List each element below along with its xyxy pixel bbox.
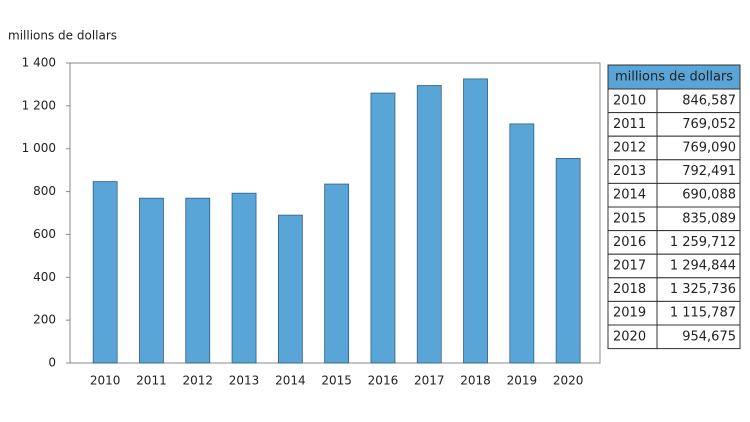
x-tick-label: 2016 <box>368 374 399 388</box>
table-year: 2017 <box>613 259 646 274</box>
x-tick-label: 2014 <box>275 374 306 388</box>
x-tick-label: 2015 <box>321 374 352 388</box>
table-year: 2020 <box>613 329 646 344</box>
bar <box>139 197 164 364</box>
chart-title: millions de dollars <box>8 29 117 43</box>
table-year: 2016 <box>613 235 646 250</box>
table-header: millions de dollars <box>615 70 733 85</box>
table-value: 792,491 <box>682 164 736 179</box>
y-tick-label: 400 <box>33 270 56 284</box>
table-year: 2018 <box>613 282 646 297</box>
table-year: 2010 <box>613 93 646 108</box>
bar <box>555 158 581 364</box>
table-value: 1 294,844 <box>670 259 736 274</box>
x-tick-label: 2018 <box>460 374 491 388</box>
table-value: 954,675 <box>682 329 736 344</box>
y-tick-label: 1 400 <box>22 56 56 70</box>
y-tick-label: 1 000 <box>22 141 56 155</box>
table-year: 2019 <box>613 306 646 321</box>
y-tick-label: 200 <box>33 313 56 327</box>
x-tick-label: 2020 <box>553 374 584 388</box>
bar <box>231 192 257 364</box>
bar <box>324 183 350 364</box>
y-tick-label: 800 <box>33 184 56 198</box>
table-value: 835,089 <box>682 211 736 226</box>
table-year: 2012 <box>613 141 646 156</box>
bar <box>509 123 535 364</box>
table-cell <box>656 324 741 350</box>
table-year: 2015 <box>613 211 646 226</box>
table-year: 2011 <box>613 117 646 132</box>
y-tick-label: 1 200 <box>22 98 56 112</box>
x-tick-label: 2017 <box>414 374 445 388</box>
bar <box>370 92 396 364</box>
x-tick-label: 2013 <box>229 374 260 388</box>
table-value: 769,090 <box>682 141 736 156</box>
table-year: 2013 <box>613 164 646 179</box>
y-tick-label: 600 <box>33 227 56 241</box>
bar <box>416 85 442 364</box>
bar <box>277 214 303 364</box>
table-year: 2014 <box>613 188 646 203</box>
y-tick-label: 0 <box>48 356 56 370</box>
x-tick-label: 2019 <box>507 374 538 388</box>
table-value: 1 115,787 <box>670 306 736 321</box>
x-tick-label: 2012 <box>182 374 213 388</box>
bar <box>463 78 488 364</box>
x-tick-label: 2010 <box>90 374 121 388</box>
table-value: 690,088 <box>682 188 736 203</box>
table-value: 846,587 <box>682 93 736 108</box>
x-tick-label: 2011 <box>136 374 167 388</box>
table-value: 1 259,712 <box>670 235 736 250</box>
bar <box>92 181 118 364</box>
table-value: 769,052 <box>682 117 736 132</box>
bar <box>185 197 211 364</box>
table-value: 1 325,736 <box>670 282 736 297</box>
